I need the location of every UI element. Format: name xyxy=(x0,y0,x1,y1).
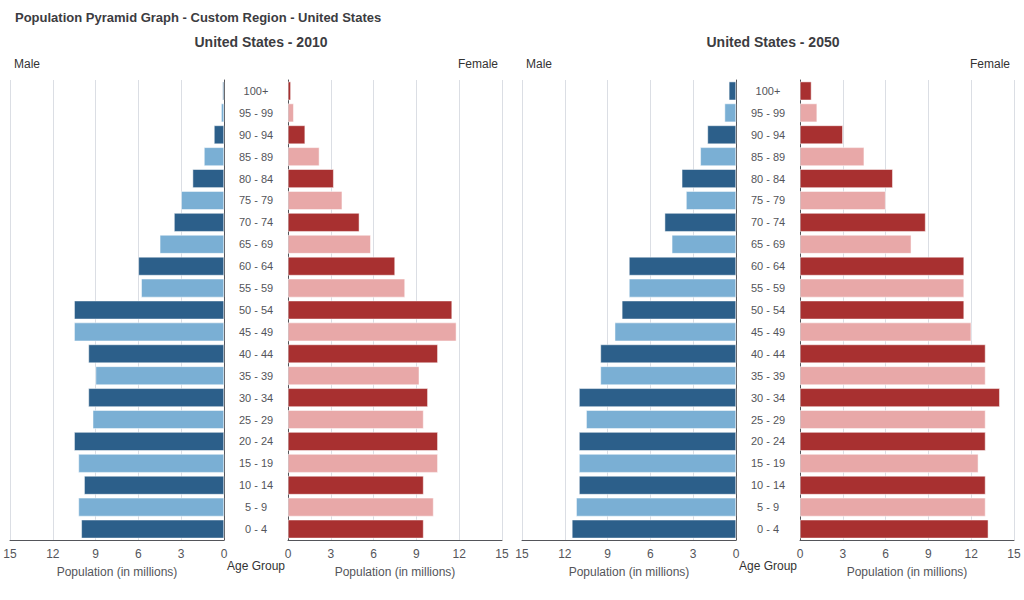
svg-text:Female: Female xyxy=(458,57,498,71)
svg-text:3: 3 xyxy=(839,547,846,561)
svg-text:3: 3 xyxy=(690,547,697,561)
svg-text:50 - 54: 50 - 54 xyxy=(751,304,785,316)
svg-text:12: 12 xyxy=(453,547,467,561)
svg-text:25 - 29: 25 - 29 xyxy=(751,414,785,426)
svg-text:9: 9 xyxy=(413,547,420,561)
svg-text:35 - 39: 35 - 39 xyxy=(239,370,273,382)
svg-text:6: 6 xyxy=(882,547,889,561)
svg-text:45 - 49: 45 - 49 xyxy=(239,326,273,338)
svg-text:0: 0 xyxy=(797,547,804,561)
svg-text:95 - 99: 95 - 99 xyxy=(239,107,273,119)
svg-text:3: 3 xyxy=(327,547,334,561)
svg-text:100+: 100+ xyxy=(756,85,781,97)
svg-text:9: 9 xyxy=(604,547,611,561)
svg-text:100+: 100+ xyxy=(244,85,269,97)
svg-text:0: 0 xyxy=(221,547,228,561)
svg-text:55 - 59: 55 - 59 xyxy=(239,282,273,294)
svg-text:25 - 29: 25 - 29 xyxy=(239,414,273,426)
svg-text:75 - 79: 75 - 79 xyxy=(239,194,273,206)
svg-text:15 - 19: 15 - 19 xyxy=(751,457,785,469)
svg-text:3: 3 xyxy=(178,547,185,561)
svg-text:85 - 89: 85 - 89 xyxy=(239,151,273,163)
svg-text:60 - 64: 60 - 64 xyxy=(751,260,785,272)
svg-text:United States - 2010: United States - 2010 xyxy=(194,34,327,50)
svg-text:0: 0 xyxy=(733,547,740,561)
svg-text:70 - 74: 70 - 74 xyxy=(751,216,785,228)
svg-text:Male: Male xyxy=(526,57,552,71)
svg-text:75 - 79: 75 - 79 xyxy=(751,194,785,206)
svg-text:Age Group: Age Group xyxy=(739,559,797,573)
svg-text:5 - 9: 5 - 9 xyxy=(245,501,267,513)
svg-text:10 - 14: 10 - 14 xyxy=(751,479,785,491)
svg-text:Population (in millions): Population (in millions) xyxy=(335,565,456,579)
svg-text:0: 0 xyxy=(285,547,292,561)
svg-text:55 - 59: 55 - 59 xyxy=(751,282,785,294)
svg-text:Female: Female xyxy=(970,57,1010,71)
svg-text:6: 6 xyxy=(647,547,654,561)
svg-text:15: 15 xyxy=(515,547,529,561)
svg-text:65 - 69: 65 - 69 xyxy=(239,238,273,250)
svg-text:15 - 19: 15 - 19 xyxy=(239,457,273,469)
svg-text:30 - 34: 30 - 34 xyxy=(239,392,273,404)
svg-text:5 - 9: 5 - 9 xyxy=(757,501,779,513)
svg-text:Male: Male xyxy=(14,57,40,71)
svg-text:Population (in millions): Population (in millions) xyxy=(569,565,690,579)
svg-text:15: 15 xyxy=(3,547,17,561)
svg-text:80 - 84: 80 - 84 xyxy=(751,173,785,185)
svg-text:0 - 4: 0 - 4 xyxy=(757,523,779,535)
svg-text:50 - 54: 50 - 54 xyxy=(239,304,273,316)
svg-text:12: 12 xyxy=(558,547,572,561)
svg-text:45 - 49: 45 - 49 xyxy=(751,326,785,338)
svg-text:35 - 39: 35 - 39 xyxy=(751,370,785,382)
svg-text:40 - 44: 40 - 44 xyxy=(239,348,273,360)
svg-text:80 - 84: 80 - 84 xyxy=(239,173,273,185)
svg-text:15: 15 xyxy=(1007,547,1021,561)
svg-text:65 - 69: 65 - 69 xyxy=(751,238,785,250)
svg-text:Age Group: Age Group xyxy=(227,559,285,573)
svg-text:10 - 14: 10 - 14 xyxy=(239,479,273,491)
svg-text:90 - 94: 90 - 94 xyxy=(751,129,785,141)
svg-text:Population (in millions): Population (in millions) xyxy=(57,565,178,579)
svg-text:15: 15 xyxy=(495,547,509,561)
svg-text:70 - 74: 70 - 74 xyxy=(239,216,273,228)
svg-text:6: 6 xyxy=(370,547,377,561)
svg-text:Population (in millions): Population (in millions) xyxy=(847,565,968,579)
svg-text:20 - 24: 20 - 24 xyxy=(239,435,273,447)
svg-text:40 - 44: 40 - 44 xyxy=(751,348,785,360)
svg-text:30 - 34: 30 - 34 xyxy=(751,392,785,404)
svg-text:12: 12 xyxy=(46,547,60,561)
svg-text:9: 9 xyxy=(925,547,932,561)
svg-text:12: 12 xyxy=(965,547,979,561)
svg-text:20 - 24: 20 - 24 xyxy=(751,435,785,447)
svg-text:90 - 94: 90 - 94 xyxy=(239,129,273,141)
svg-text:0 - 4: 0 - 4 xyxy=(245,523,267,535)
svg-text:95 - 99: 95 - 99 xyxy=(751,107,785,119)
svg-text:Population Pyramid Graph - Cus: Population Pyramid Graph - Custom Region… xyxy=(15,10,381,25)
svg-text:United States - 2050: United States - 2050 xyxy=(706,34,839,50)
svg-text:60 - 64: 60 - 64 xyxy=(239,260,273,272)
svg-text:6: 6 xyxy=(135,547,142,561)
svg-text:9: 9 xyxy=(92,547,99,561)
svg-text:85 - 89: 85 - 89 xyxy=(751,151,785,163)
